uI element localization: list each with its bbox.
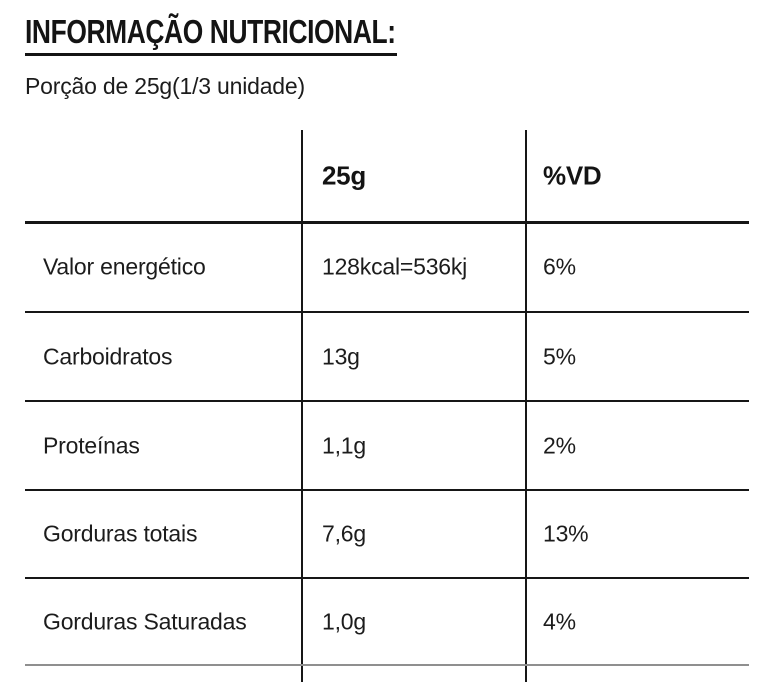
row-daily-value: 6% xyxy=(543,253,576,280)
column-header-amount: 25g xyxy=(322,160,366,190)
page-title: INFORMAÇÃO NUTRICIONAL: xyxy=(25,13,396,50)
row-divider xyxy=(25,577,749,579)
row-label: Proteínas xyxy=(43,432,140,458)
title-underline xyxy=(25,53,397,56)
row-label: Gorduras totais xyxy=(43,520,198,547)
row-amount: 1,1g xyxy=(322,432,366,458)
row-daily-value: 2% xyxy=(543,432,576,458)
row-label: Valor energético xyxy=(43,253,206,280)
row-divider-muted xyxy=(25,664,749,666)
table-row: Proteínas 1,1g 2% xyxy=(0,402,773,489)
row-daily-value: 5% xyxy=(543,343,576,369)
column-divider-amount xyxy=(301,130,303,682)
row-daily-value: 4% xyxy=(543,608,576,634)
row-divider xyxy=(25,489,749,491)
column-divider-daily-value xyxy=(525,130,527,682)
row-label: Gorduras Saturadas xyxy=(43,608,247,634)
column-header-daily-value: %VD xyxy=(543,160,602,190)
row-divider xyxy=(25,221,749,224)
row-daily-value: 13% xyxy=(543,520,589,547)
row-amount: 7,6g xyxy=(322,520,366,547)
table-row: Gorduras totais 7,6g 13% xyxy=(0,491,773,577)
portion-text: Porção de 25g(1/3 unidade) xyxy=(25,73,305,99)
row-amount: 128kcal=536kj xyxy=(322,253,468,280)
row-amount: 13g xyxy=(322,343,360,369)
table-header-row: 25g %VD xyxy=(0,130,773,221)
row-divider xyxy=(25,311,749,313)
table-row: Valor energético 128kcal=536kj 6% xyxy=(0,223,773,311)
row-amount: 1,0g xyxy=(322,608,366,634)
table-row: Gorduras Saturadas 1,0g 4% xyxy=(0,579,773,664)
row-divider xyxy=(25,400,749,402)
table-row: Carboidratos 13g 5% xyxy=(0,313,773,400)
row-label: Carboidratos xyxy=(43,343,173,369)
